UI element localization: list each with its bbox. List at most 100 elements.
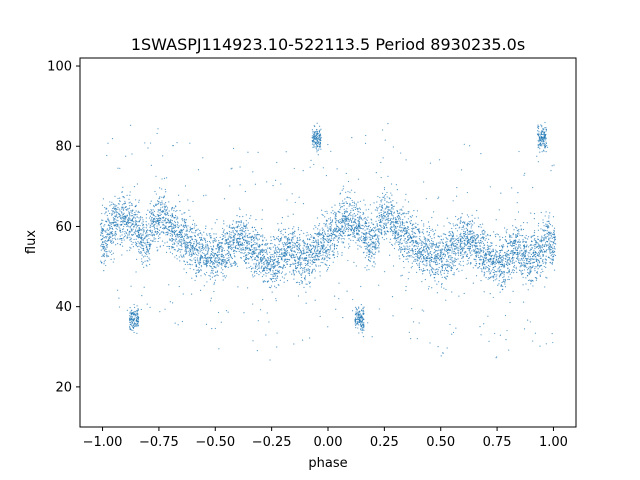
data-point [203,252,205,255]
data-point [331,220,333,222]
data-point [309,233,312,236]
data-point [446,275,448,277]
data-point [232,262,234,264]
data-point [330,234,332,236]
data-point [387,210,389,212]
outlier-point [216,218,218,221]
data-point [422,260,425,262]
data-point [162,203,164,205]
data-point [172,227,174,229]
outlier-point [387,123,389,125]
data-point [210,250,213,253]
data-point [350,234,352,236]
data-point [185,225,187,227]
data-point [376,240,378,243]
outlier-point [111,138,114,140]
data-point [333,253,335,255]
data-point [211,267,213,269]
data-point [228,259,230,262]
data-point [115,214,118,216]
data-point [425,247,427,249]
data-point [439,270,442,272]
data-point [180,254,182,256]
data-point [426,227,428,230]
data-point [260,272,262,274]
data-point [296,281,299,283]
data-point [409,249,411,252]
data-point [424,257,426,259]
data-point [182,220,184,222]
data-point [275,273,278,275]
data-point [210,253,212,255]
data-point [177,225,179,227]
data-point [281,230,283,232]
data-point [134,222,136,224]
data-point [377,237,379,239]
data-point [136,213,138,216]
data-point [141,258,143,260]
data-point [391,194,393,196]
data-point [351,227,353,229]
data-point [159,187,161,189]
data-point [431,242,433,244]
data-point [436,263,438,266]
data-point [343,241,345,243]
data-point [230,240,232,242]
outlier-point [257,151,259,153]
data-point [378,219,380,221]
data-point [270,279,272,281]
data-point [384,222,386,224]
data-point [139,219,141,221]
data-point [266,252,268,254]
data-point [249,248,251,250]
data-point [215,260,217,262]
data-point [268,261,270,264]
data-point [428,257,431,259]
data-point [161,240,164,242]
data-point [100,219,103,221]
data-point [422,248,425,250]
data-point [316,217,318,219]
data-point [278,247,280,250]
data-point [286,250,288,252]
data-point [395,239,398,241]
data-point [260,256,262,259]
outlier-point [263,255,265,257]
data-point [284,242,286,244]
data-point [267,265,269,267]
data-point [412,250,414,252]
outlier-point [156,132,158,135]
data-point [225,275,228,277]
data-point [369,260,371,262]
data-point [195,248,197,250]
data-point [369,237,371,239]
data-point [344,198,346,200]
data-point [160,231,162,233]
data-point [241,230,243,232]
data-point [337,230,339,232]
data-point [307,268,309,270]
data-point [404,199,406,201]
data-point [137,210,139,212]
data-point [364,222,366,224]
data-point [348,238,350,240]
data-point [325,253,327,255]
data-point [274,265,276,267]
data-point [380,228,382,230]
data-point [170,229,173,231]
data-point [336,255,338,258]
data-point [326,268,329,271]
data-point [142,241,144,243]
data-point [143,230,145,232]
data-point [213,290,215,293]
data-point [222,269,224,271]
data-point [332,261,334,263]
outlier-point [359,227,361,230]
data-point [371,235,373,237]
data-point [129,205,131,207]
data-point [145,230,148,233]
data-point [296,241,298,243]
data-point [259,252,261,254]
data-point [293,256,295,259]
data-point [352,224,354,226]
